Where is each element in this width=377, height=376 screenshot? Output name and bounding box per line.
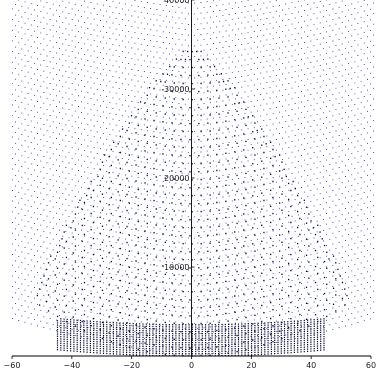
- blue-lattice-points: [12, 0, 375, 357]
- blue-curve-family: [12, 0, 375, 357]
- x-tick-label: 20: [246, 361, 256, 370]
- x-tick-label: 40: [306, 361, 316, 370]
- x-tick-label: 60: [366, 361, 376, 370]
- axes: [11, 0, 372, 359]
- y-tick-label: 20000: [164, 174, 189, 183]
- dark-lattice-points: [36, 50, 348, 357]
- y-tick-label: 30000: [164, 85, 189, 94]
- tick-labels: −60 −40 −20 0 20 40 60 10000 20000 30000 40000: [4, 0, 377, 370]
- x-tick-label: −20: [123, 361, 140, 370]
- dense-base-points: [56, 318, 325, 357]
- y-tick-label: 10000: [164, 263, 189, 272]
- x-tick-label: −60: [4, 361, 21, 370]
- dark-point-cloud: [36, 50, 348, 357]
- x-tick-label: −40: [63, 361, 80, 370]
- x-tick-label: 0: [189, 361, 194, 370]
- y-tick-label: 40000: [164, 0, 189, 5]
